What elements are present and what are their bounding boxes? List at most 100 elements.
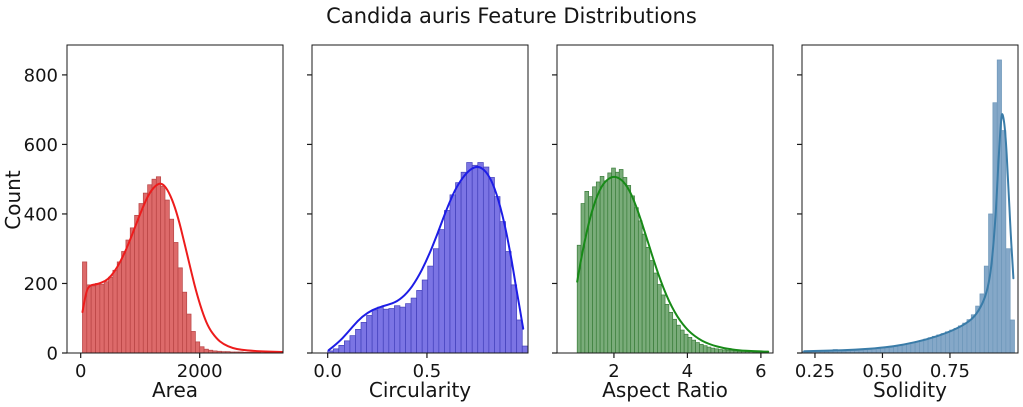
- histogram-bar: [494, 196, 501, 354]
- histogram-bar: [657, 284, 662, 354]
- histogram-bar: [438, 229, 445, 354]
- histogram-bar: [618, 169, 624, 354]
- histogram-bar: [919, 340, 925, 354]
- histogram-bar: [182, 291, 188, 354]
- histogram-bar: [177, 267, 183, 354]
- histogram-bar: [129, 227, 135, 354]
- figure-title: Candida auris Feature Distributions: [326, 4, 697, 28]
- histogram-bar: [710, 347, 716, 354]
- histogram-bar: [645, 246, 651, 354]
- x-tick-label: 4: [682, 361, 693, 382]
- histogram-bar: [945, 331, 951, 354]
- axis-ticks: 0.25 0.50 0.75: [795, 74, 970, 382]
- histogram-bar: [147, 184, 153, 354]
- x-axis-label-area: Area: [152, 378, 198, 402]
- histogram-bar: [460, 171, 468, 354]
- histogram-bar: [622, 177, 628, 354]
- histogram-bar: [906, 343, 912, 354]
- axis-ticks: 2 4 6: [552, 74, 767, 382]
- histogram-bar: [923, 338, 929, 354]
- histogram-bar: [155, 176, 162, 354]
- x-tick-label: 0.75: [930, 361, 970, 382]
- x-axis-label-solidity: Solidity: [873, 378, 947, 402]
- histogram-bar: [338, 345, 345, 354]
- histogram-bar: [86, 284, 92, 354]
- histogram-bar: [360, 322, 367, 354]
- plot-border: [556, 44, 774, 354]
- histogram-bar: [893, 346, 899, 354]
- histogram-bar: [421, 279, 429, 354]
- histogram-bar: [996, 59, 1002, 354]
- histogram-bar: [953, 327, 959, 354]
- histogram-bar: [699, 343, 704, 354]
- histogram-bar: [427, 265, 434, 354]
- histogram-bar: [371, 309, 379, 354]
- histogram-bar: [482, 166, 490, 354]
- kde-curve: [576, 175, 770, 353]
- histogram-bar: [399, 306, 406, 354]
- histogram-bar: [897, 345, 903, 354]
- histogram-bar: [888, 346, 894, 354]
- x-tick-label: 2: [608, 361, 619, 382]
- histogram-bar: [653, 272, 658, 354]
- y-tick-label: 0: [47, 344, 58, 365]
- histogram-bar: [121, 251, 127, 354]
- histogram-bar: [488, 177, 495, 354]
- histogram-bar: [940, 333, 946, 354]
- subplot-circularity: 0.0 0.5 Circularity: [307, 44, 529, 402]
- x-tick-label: 0.5: [413, 361, 442, 382]
- histogram-bar: [142, 192, 148, 354]
- histogram-bar: [138, 203, 144, 354]
- histogram-bar: [95, 283, 101, 354]
- x-tick-label: 0.0: [313, 361, 342, 382]
- histogram-bar: [867, 349, 873, 354]
- histogram-bar: [405, 303, 412, 354]
- histogram-bar: [173, 242, 179, 354]
- histogram-bar: [349, 335, 356, 354]
- histogram-bar: [595, 181, 601, 354]
- histogram-bar: [355, 329, 362, 354]
- histogram-bar: [927, 337, 933, 354]
- histogram-bar: [966, 319, 972, 354]
- histogram-bar: [99, 283, 105, 354]
- histogram-bar: [164, 199, 170, 354]
- x-tick-label: 0.25: [795, 361, 835, 382]
- histogram-bar: [718, 349, 723, 354]
- plot-border: [801, 44, 1019, 354]
- histogram-bar: [599, 176, 605, 354]
- histogram-bar: [641, 233, 647, 354]
- histogram-bar: [660, 294, 666, 354]
- histogram-bars: [802, 59, 1015, 354]
- histogram-bar: [416, 290, 423, 354]
- y-tick-label: 800: [24, 65, 58, 86]
- histogram-bar: [637, 220, 643, 354]
- histogram-bar: [168, 218, 175, 354]
- kde-curve: [81, 182, 284, 353]
- histogram-bar: [112, 269, 118, 354]
- histogram-bar: [203, 348, 209, 354]
- histogram-bar: [914, 341, 920, 354]
- x-tick-label: 6: [755, 361, 766, 382]
- histogram-bar: [332, 348, 340, 354]
- histogram-bar: [687, 337, 693, 354]
- plot-border: [311, 44, 529, 354]
- histogram-bar: [186, 313, 192, 354]
- histogram-bar: [871, 348, 877, 354]
- histogram-bar: [880, 347, 886, 354]
- y-tick-label: 200: [24, 274, 58, 295]
- subplot-area: 0 2000 0 200 400 600 800 Area: [24, 44, 284, 402]
- kde-curve: [803, 113, 1015, 353]
- kde-curve: [327, 165, 525, 352]
- histogram-bar: [134, 214, 140, 354]
- histogram-bar: [499, 221, 506, 354]
- histogram-bar: [932, 335, 938, 354]
- x-tick-label: 2000: [177, 361, 223, 382]
- histogram-bar: [116, 261, 122, 354]
- histogram-bar: [680, 329, 685, 354]
- histogram-bar: [970, 314, 976, 354]
- histogram-bar: [957, 325, 964, 354]
- histogram-bar: [505, 251, 512, 354]
- axis-ticks: 0.0 0.5: [307, 74, 442, 382]
- x-axis-label-aspect-ratio: Aspect Ratio: [602, 378, 728, 402]
